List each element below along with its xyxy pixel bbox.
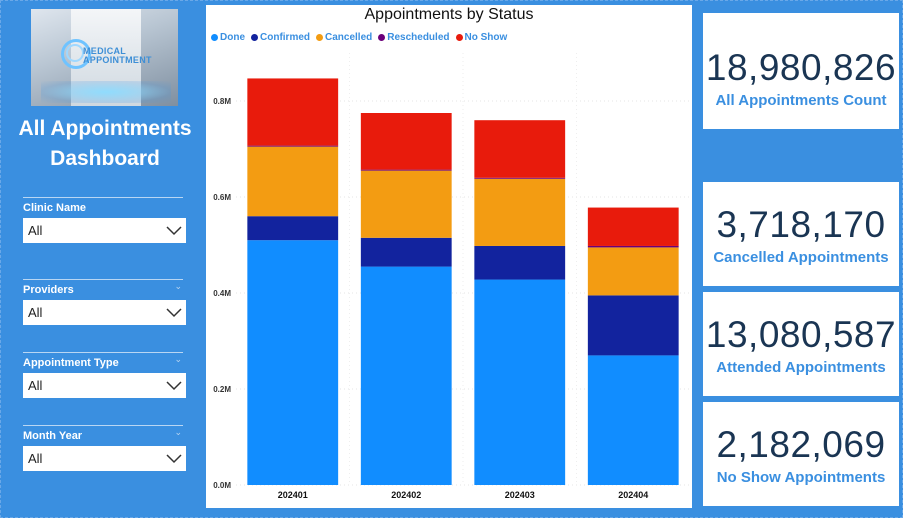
chevron-down-icon[interactable] (166, 380, 182, 391)
slicer-label: Providers (23, 284, 74, 296)
logo-text-medical: MEDICAL (83, 46, 127, 56)
dropdown-value: All (28, 305, 43, 320)
kpi-value: 2,182,069 (716, 424, 886, 465)
magnifier-inner-icon (66, 44, 84, 62)
bar-no-show-202401 (247, 78, 339, 146)
x-tick-label: 202401 (278, 490, 308, 500)
chevron-down-icon[interactable] (166, 307, 182, 318)
bar-confirmed-202403 (474, 245, 566, 280)
kpi-caption: Attended Appointments (716, 359, 886, 376)
kpi-value: 3,718,170 (716, 204, 886, 245)
kpi-value: 13,080,587 (705, 314, 897, 355)
slicer-label: Appointment Type (23, 357, 119, 369)
providers-dropdown[interactable]: All (23, 300, 186, 325)
legend-label: Confirmed (260, 32, 310, 43)
slicer-month-year: ⌄ Month Year All (23, 425, 186, 471)
logo-text-appointment: APPOINTMENT (83, 55, 152, 65)
y-tick-label: 0.6M (213, 193, 231, 202)
slicer-clinic-name: Clinic Name All (23, 197, 186, 243)
bar-confirmed-202401 (247, 216, 339, 241)
bar-cancelled-202401 (247, 146, 339, 217)
y-tick-label: 0.4M (213, 289, 231, 298)
kpi-caption: No Show Appointments (716, 469, 886, 486)
chart-legend: Done Confirmed Cancelled Rescheduled No … (211, 32, 507, 43)
y-tick-label: 0.2M (213, 385, 231, 394)
slicer-label: Month Year (23, 430, 83, 442)
kpi-card-attended: 13,080,587 Attended Appointments (703, 292, 899, 396)
clinic-name-dropdown[interactable]: All (23, 218, 186, 243)
legend-dot (316, 34, 323, 41)
legend-label: Rescheduled (387, 32, 450, 43)
legend-item-cancelled[interactable]: Cancelled (316, 32, 372, 43)
bar-done-202404 (587, 355, 679, 485)
legend-label: Done (220, 32, 245, 43)
collapse-chevron-icon[interactable]: ⌄ (174, 354, 182, 364)
kpi-caption: All Appointments Count (715, 92, 887, 109)
legend-dot (378, 34, 386, 41)
dropdown-value: All (28, 378, 43, 393)
legend-item-rescheduled[interactable]: Rescheduled (378, 32, 450, 43)
month-year-dropdown[interactable]: All (23, 446, 186, 471)
dashboard-title: All Appointments Dashboard (18, 117, 192, 170)
chevron-down-icon[interactable] (166, 225, 182, 236)
tablet-glow (41, 81, 171, 103)
slicer-appointment-type: ⌄ Appointment Type All (23, 352, 186, 398)
slicer-divider (23, 352, 183, 353)
bar-cancelled-202402 (360, 170, 452, 238)
bar-rescheduled-202402 (360, 169, 452, 171)
dropdown-value: All (28, 451, 43, 466)
bar-done-202403 (474, 279, 566, 485)
bar-rescheduled-202404 (587, 245, 679, 248)
stacked-bar-plot: 0.0M 0.2M 0.4M 0.6M 0.8M 202401 202402 202403 20… (213, 53, 690, 500)
collapse-chevron-icon[interactable]: ⌄ (174, 281, 182, 291)
kpi-card-all-appointments: 18,980,826 All Appointments Count (703, 13, 899, 129)
slicer-providers: ⌄ Providers All (23, 279, 186, 325)
legend-item-done[interactable]: Done (211, 32, 245, 43)
bar-no-show-202404 (587, 207, 679, 246)
bar-no-show-202403 (474, 120, 566, 178)
bar-done-202401 (247, 240, 339, 485)
medical-appointment-logo: MEDICAL APPOINTMENT (31, 9, 178, 106)
bar-no-show-202402 (360, 113, 452, 170)
bar-confirmed-202402 (360, 237, 452, 267)
bar-rescheduled-202403 (474, 177, 566, 179)
y-tick-label: 0.8M (213, 97, 231, 106)
slicer-divider (23, 279, 183, 280)
slicer-divider (23, 425, 183, 426)
legend-item-no-show[interactable]: No Show (455, 32, 508, 43)
y-tick-label: 0.0M (213, 481, 231, 490)
slicer-label: Clinic Name (23, 202, 86, 214)
bar-rescheduled-202401 (247, 145, 339, 147)
bar-confirmed-202404 (587, 295, 679, 356)
slicer-divider (23, 197, 183, 198)
bar-cancelled-202404 (587, 247, 679, 296)
dropdown-value: All (28, 223, 43, 238)
bar-cancelled-202403 (474, 178, 566, 246)
kpi-value: 18,980,826 (705, 47, 897, 88)
magnifier-icon (61, 39, 91, 69)
kpi-card-no-show: 2,182,069 No Show Appointments (703, 402, 899, 506)
legend-dot (211, 34, 218, 41)
kpi-caption: Cancelled Appointments (713, 249, 889, 266)
appointments-by-status-chart[interactable]: Appointments by Status Done Confirmed Ca… (206, 5, 692, 508)
legend-dot (251, 34, 258, 41)
legend-item-confirmed[interactable]: Confirmed (251, 32, 310, 43)
x-tick-label: 202402 (391, 490, 421, 500)
legend-label: Cancelled (325, 32, 373, 43)
legend-dot (455, 34, 463, 41)
legend-label: No Show (464, 32, 508, 43)
chevron-down-icon[interactable] (166, 453, 182, 464)
appointment-type-dropdown[interactable]: All (23, 373, 186, 398)
chart-title: Appointments by Status (364, 6, 534, 23)
kpi-card-cancelled: 3,718,170 Cancelled Appointments (703, 182, 899, 286)
x-tick-label: 202403 (505, 490, 535, 500)
bar-done-202402 (360, 266, 452, 485)
collapse-chevron-icon[interactable]: ⌄ (174, 427, 182, 437)
x-tick-label: 202404 (618, 490, 648, 500)
